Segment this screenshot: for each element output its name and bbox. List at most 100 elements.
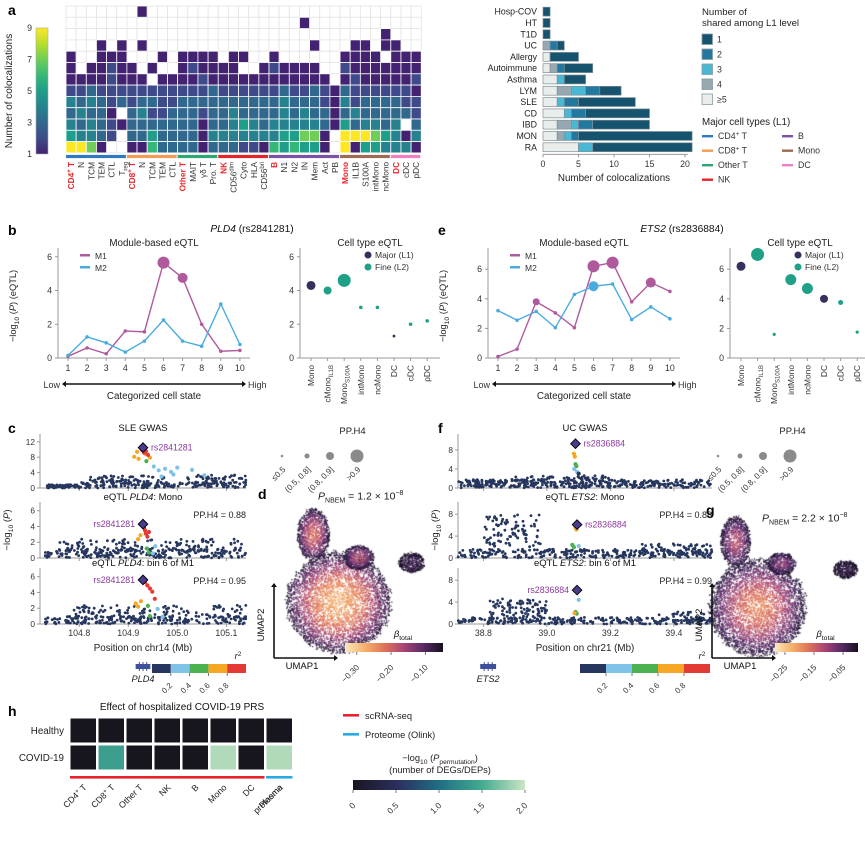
- l1-legend-title: Major cell types (L1): [702, 117, 790, 128]
- locus-subplot-title: eQTL PLD4: Mono: [104, 492, 183, 503]
- svg-text:(0.8, 0.9]: (0.8, 0.9]: [306, 465, 335, 494]
- svg-text:4: 4: [123, 363, 128, 373]
- panel-e-ets2-eqtl: ETS2 (rs2836884) Module-based eQTL 0 2 4 6 −lo…: [430, 218, 865, 418]
- svg-text:S100A: S100A: [360, 161, 370, 186]
- svg-text:cDC: cDC: [836, 365, 846, 381]
- svg-text:38.8: 38.8: [475, 628, 492, 638]
- svg-text:0.8: 0.8: [216, 681, 231, 696]
- prs-row-labels: Healthy COVID-19: [19, 726, 64, 764]
- svg-text:0: 0: [30, 619, 35, 629]
- svg-text:4: 4: [477, 294, 482, 304]
- svg-text:104.9: 104.9: [117, 628, 139, 638]
- gene-name: ETS2: [477, 674, 500, 684]
- pp-h4-value: PP.H4 = 0.95: [193, 576, 246, 586]
- svg-text:B: B: [798, 131, 804, 141]
- panel-e-label: e: [438, 222, 446, 238]
- svg-text:5: 5: [572, 363, 577, 373]
- panel-h-legend: scRNA-seq Proteome (Olink) −log10 (Ppermut…: [335, 703, 580, 833]
- svg-text:Major (L1): Major (L1): [805, 250, 844, 260]
- svg-text:2: 2: [717, 50, 722, 60]
- bar-xlabel: Number of colocalizations: [558, 173, 670, 184]
- svg-text:Pro. T: Pro. T: [208, 162, 218, 184]
- svg-text:2: 2: [515, 363, 520, 373]
- beta-colorbar-svg: βtotal −0.30 −0.20 −0.10: [339, 629, 443, 684]
- svg-text:10: 10: [235, 363, 245, 373]
- pp-h4-value: PP.H4 = 0.88: [193, 510, 246, 520]
- svg-text:1.0: 1.0: [428, 800, 444, 816]
- svg-text:>0.9: >0.9: [778, 465, 796, 483]
- svg-text:N1: N1: [279, 162, 289, 173]
- celltype-eqtl-plot: Cell type eQTL 0 2 4 6 Mono cMonoIL1BMonoS100A…: [289, 238, 440, 404]
- svg-text:TCM: TCM: [86, 162, 96, 180]
- locus-subplot: eQTL PLD4: bin 6 of M1 PP.H4 = 0.95 0 2 4 6 rs…: [30, 558, 248, 629]
- svg-text:8: 8: [30, 452, 35, 462]
- svg-text:Mem: Mem: [310, 162, 320, 181]
- svg-text:39.4: 39.4: [665, 628, 682, 638]
- locus-subplot: eQTL ETS2: Mono PP.H4 = 0.88 0 4 8 rs2836884: [448, 492, 714, 563]
- svg-text:Healthy: Healthy: [31, 726, 64, 737]
- svg-text:CD56bri: CD56bri: [259, 162, 269, 190]
- svg-text:Hosp-COV: Hosp-COV: [494, 7, 537, 17]
- svg-text:Other T: Other T: [117, 782, 145, 810]
- svg-text:10: 10: [609, 159, 619, 169]
- svg-text:NK: NK: [157, 782, 173, 798]
- svg-text:N: N: [76, 162, 86, 168]
- svg-text:MonoS100A: MonoS100A: [339, 365, 352, 404]
- svg-text:DC: DC: [241, 782, 258, 799]
- eqtl-panel-svg: PLD4 (rs2841281) Module-based eQTL 0 2 4 6 −lo…: [8, 224, 440, 404]
- svg-text:0: 0: [30, 553, 35, 563]
- svg-text:1.5: 1.5: [471, 800, 487, 816]
- svg-text:IN: IN: [300, 162, 310, 170]
- svg-text:39.0: 39.0: [538, 628, 555, 638]
- position-xlabel: Position on chr21 (Mb): [536, 643, 635, 654]
- svg-text:cMonoIL1B: cMonoIL1B: [753, 365, 766, 402]
- svg-text:γδ T: γδ T: [198, 162, 208, 178]
- panel-h-label: h: [8, 703, 17, 719]
- pph4-size-legend: PP.H4 ≤0.5 (0.5, 0.8] (0.8, 0.9] >0.9: [250, 418, 435, 503]
- svg-text:3: 3: [104, 363, 109, 373]
- svg-text:4: 4: [448, 531, 453, 541]
- arrow-low-label: Low: [473, 380, 490, 390]
- svg-text:Mono: Mono: [736, 365, 746, 386]
- locus-subplot-title: eQTL ETS2: Mono: [546, 492, 625, 503]
- celltype-plot-title: Cell type eQTL: [337, 238, 403, 249]
- panel-a-colocalization: 9 7 5 3 1 Number of colocalizations CD4+ T N TCM…: [0, 0, 865, 216]
- svg-text:ncMono: ncMono: [381, 162, 391, 192]
- svg-text:1: 1: [27, 149, 32, 159]
- svg-text:3: 3: [717, 65, 722, 75]
- umap-plot-d: [258, 500, 438, 660]
- svg-text:0: 0: [448, 619, 453, 629]
- svg-text:Mono: Mono: [340, 162, 350, 184]
- svg-text:7: 7: [610, 363, 615, 373]
- pph4-title: PP.H4: [779, 426, 805, 437]
- svg-text:9: 9: [218, 363, 223, 373]
- svg-text:8: 8: [448, 509, 453, 519]
- svg-text:cMonoIL1B: cMonoIL1B: [323, 365, 336, 402]
- svg-text:0: 0: [448, 553, 453, 563]
- svg-text:2: 2: [47, 319, 52, 329]
- svg-text:4: 4: [717, 80, 722, 90]
- svg-text:MON: MON: [516, 131, 537, 141]
- svg-text:cDC: cDC: [406, 365, 416, 381]
- svg-text:T1D: T1D: [520, 29, 537, 39]
- svg-text:7: 7: [27, 55, 32, 65]
- r2-title: r2: [235, 651, 242, 661]
- beta-colorbar-d: βtotal −0.30 −0.20 −0.10: [339, 625, 450, 700]
- svg-text:NK: NK: [218, 162, 228, 174]
- svg-text:6: 6: [477, 264, 482, 274]
- olink-legend-label: Proteome (Olink): [365, 730, 435, 740]
- svg-text:6: 6: [161, 363, 166, 373]
- svg-text:COVID-19: COVID-19: [19, 753, 64, 764]
- svg-text:Autoimmune: Autoimmune: [488, 63, 537, 73]
- lead-snp-label: rs2836884: [527, 585, 569, 595]
- svg-text:CTL: CTL: [168, 162, 178, 178]
- lead-snp-label: rs2836884: [583, 439, 625, 449]
- panel-h-prs-heatmap: Effect of hospitalized COVID-19 PRS Healt…: [0, 700, 335, 852]
